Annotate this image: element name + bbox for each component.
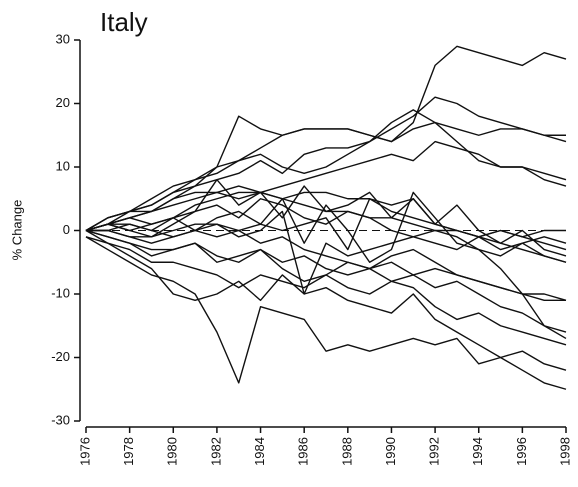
x-tick-label: 1976 xyxy=(77,437,92,466)
x-tick-label: 1998 xyxy=(557,437,572,466)
series-line xyxy=(86,198,566,251)
x-tick-label: 1992 xyxy=(427,437,442,466)
chart-title: Italy xyxy=(100,7,148,37)
series-line xyxy=(85,96,567,232)
series-line xyxy=(86,191,567,340)
y-tick-label: -20 xyxy=(51,349,70,364)
x-tick-label: 1986 xyxy=(296,437,311,466)
series-line xyxy=(85,198,567,263)
series-line xyxy=(85,191,567,263)
x-tick-label: 1978 xyxy=(121,437,136,466)
y-tick-label: -30 xyxy=(51,412,70,427)
series-line xyxy=(85,236,567,384)
y-tick-label: 30 xyxy=(56,31,70,46)
series-line xyxy=(85,236,567,390)
series-line xyxy=(86,223,567,302)
series-line xyxy=(85,45,567,232)
series-line xyxy=(85,229,567,333)
series-line xyxy=(85,109,567,232)
x-tick-label: 1994 xyxy=(470,437,485,466)
y-tick-label: 20 xyxy=(56,95,70,110)
x-tick-label: 1996 xyxy=(514,437,529,466)
x-tick-label: 1980 xyxy=(165,437,180,466)
series-line xyxy=(85,140,567,232)
y-tick-label: 10 xyxy=(56,158,70,173)
y-tick-label: -10 xyxy=(51,285,70,300)
y-axis-label: % Change xyxy=(9,200,24,261)
x-tick-label: 1990 xyxy=(383,437,398,466)
x-tick-label: 1984 xyxy=(252,437,267,466)
x-tick-label: 1982 xyxy=(208,437,223,466)
x-tick-label: 1988 xyxy=(339,437,354,466)
y-tick-label: 0 xyxy=(63,222,70,237)
